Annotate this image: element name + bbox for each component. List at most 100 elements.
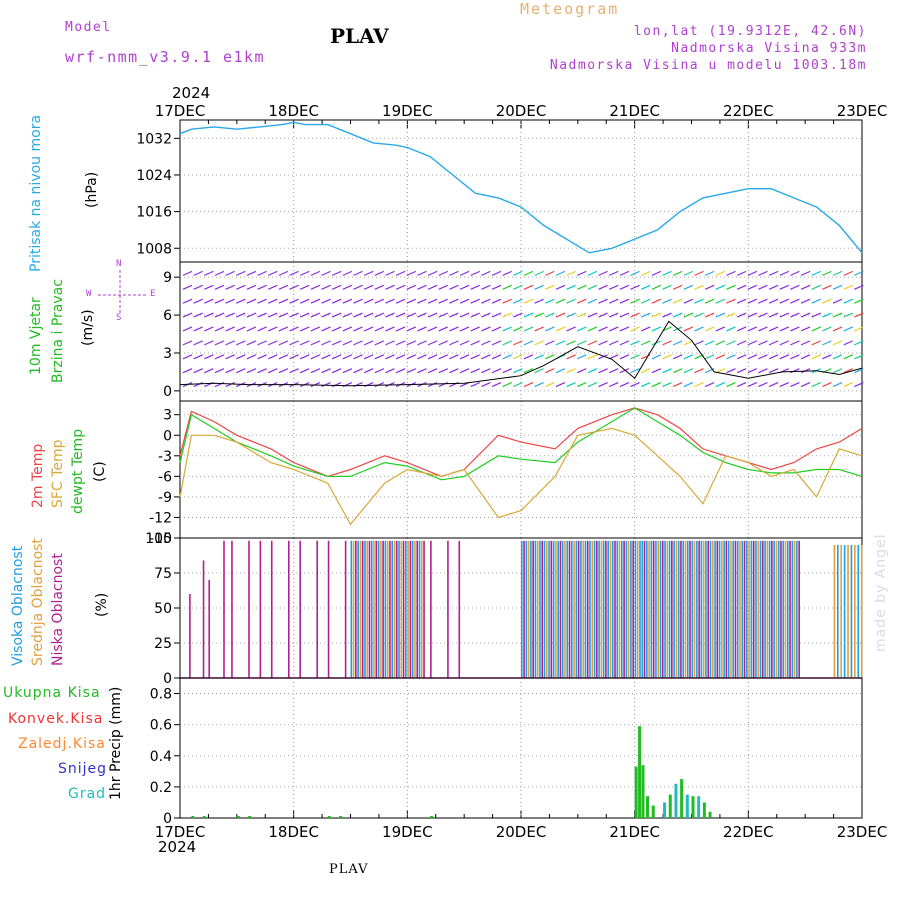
wind-barb bbox=[545, 368, 555, 374]
wind-barb bbox=[182, 340, 193, 346]
wind-barb bbox=[736, 354, 747, 360]
wind-barb bbox=[236, 354, 246, 360]
wind-barb bbox=[257, 326, 267, 332]
wind-barb bbox=[257, 312, 267, 318]
cloud-bar bbox=[700, 540, 703, 678]
wind-barb bbox=[342, 270, 353, 276]
wind-barb bbox=[470, 298, 480, 304]
wind-barb bbox=[854, 298, 864, 304]
bottom-time-label: 19DEC bbox=[382, 823, 433, 841]
legend-snow: Snijeg bbox=[58, 761, 108, 777]
wind-barb bbox=[321, 368, 331, 374]
wind-barb bbox=[587, 284, 598, 290]
wind-barb bbox=[470, 354, 480, 360]
wind-barb bbox=[587, 326, 598, 332]
wind-barb bbox=[630, 298, 640, 304]
wind-barb bbox=[481, 270, 491, 276]
cloud-bar bbox=[414, 540, 416, 678]
wind-barb bbox=[406, 340, 417, 346]
wind-barb bbox=[491, 326, 502, 332]
cloud-bar bbox=[786, 540, 789, 678]
wind-barb bbox=[587, 270, 598, 276]
precip-bar bbox=[202, 816, 206, 818]
cloud-bar bbox=[682, 540, 685, 678]
wind-barb bbox=[459, 326, 470, 332]
wind-barb bbox=[214, 312, 225, 318]
wind-barb bbox=[832, 298, 843, 304]
wind-barb bbox=[545, 312, 555, 318]
wind-barb bbox=[609, 312, 619, 318]
wind-barb bbox=[555, 382, 566, 388]
y-tick-label: 0.6 bbox=[150, 718, 172, 734]
cloud-bar bbox=[534, 540, 537, 678]
wind-barb bbox=[800, 382, 811, 388]
model-label: Model bbox=[65, 20, 112, 35]
wind-barb bbox=[630, 270, 640, 276]
wind-barb bbox=[768, 270, 779, 276]
wind-barb bbox=[566, 298, 576, 304]
cloud-bar bbox=[564, 540, 566, 678]
cloud-bar bbox=[652, 540, 655, 678]
cloud-bar bbox=[584, 540, 587, 678]
wind-barb bbox=[811, 340, 821, 346]
wind-barb bbox=[758, 270, 768, 276]
wind-barb bbox=[566, 270, 576, 276]
wind-barb bbox=[790, 354, 800, 360]
wind-barb bbox=[502, 284, 512, 290]
cloud-bar bbox=[527, 540, 530, 678]
wind-barb bbox=[374, 368, 385, 374]
wind-barb bbox=[470, 326, 480, 332]
wind-barb bbox=[331, 298, 342, 304]
wind-barb bbox=[523, 298, 534, 304]
wind-barb bbox=[438, 298, 448, 304]
wind-barb bbox=[790, 284, 800, 290]
wind-barb bbox=[353, 298, 363, 304]
wind-barb bbox=[395, 326, 406, 332]
bottom-time-axis: 17DEC 18DEC 19DEC 20DEC 21DEC 22DEC 23DEC bbox=[155, 810, 887, 841]
cloud-bar bbox=[777, 540, 780, 678]
wind-barb bbox=[790, 298, 800, 304]
wind-barb bbox=[502, 312, 512, 318]
wind-barb bbox=[385, 340, 395, 346]
wind-barb bbox=[278, 270, 289, 276]
wind-barb bbox=[534, 312, 544, 318]
wind-barb bbox=[694, 284, 704, 290]
cloud-bar bbox=[373, 540, 375, 678]
wind-barb bbox=[640, 298, 651, 304]
wind-barb bbox=[342, 340, 353, 346]
wind-barb bbox=[321, 382, 331, 388]
cloud-bar bbox=[536, 540, 539, 678]
legend-conv: Konvek.Kisa bbox=[8, 711, 104, 727]
wind-barb bbox=[843, 326, 853, 332]
wind-barb bbox=[342, 284, 353, 290]
cloud-bar bbox=[411, 540, 414, 678]
wind-barb bbox=[449, 298, 459, 304]
wind-barb bbox=[822, 298, 832, 304]
wind-barb bbox=[299, 312, 310, 318]
cloud-bar bbox=[798, 540, 800, 678]
legend-frozen: Zaledj.Kisa bbox=[18, 736, 106, 752]
wind-barb bbox=[214, 326, 225, 332]
wind-barb bbox=[513, 382, 523, 388]
wind-barb bbox=[374, 284, 385, 290]
wind-barb bbox=[470, 312, 480, 318]
wind-barb bbox=[843, 284, 853, 290]
cloud-bar bbox=[407, 540, 409, 678]
wind-barb bbox=[204, 284, 214, 290]
wind-barb bbox=[236, 368, 246, 374]
cloud-bar bbox=[355, 540, 357, 678]
wind-barb bbox=[651, 312, 662, 318]
wind-barb bbox=[630, 340, 640, 346]
cloud-bar bbox=[854, 545, 856, 678]
wind-barb bbox=[779, 284, 789, 290]
wind-barb bbox=[662, 368, 672, 374]
cloud-bar bbox=[368, 540, 371, 678]
wind-barb bbox=[513, 284, 523, 290]
cloud-bar bbox=[618, 540, 621, 678]
wind-barb bbox=[619, 270, 630, 276]
wind-barb bbox=[310, 368, 321, 374]
wind-barb bbox=[704, 382, 715, 388]
wind-barb bbox=[598, 340, 608, 346]
wind-barb bbox=[513, 298, 523, 304]
